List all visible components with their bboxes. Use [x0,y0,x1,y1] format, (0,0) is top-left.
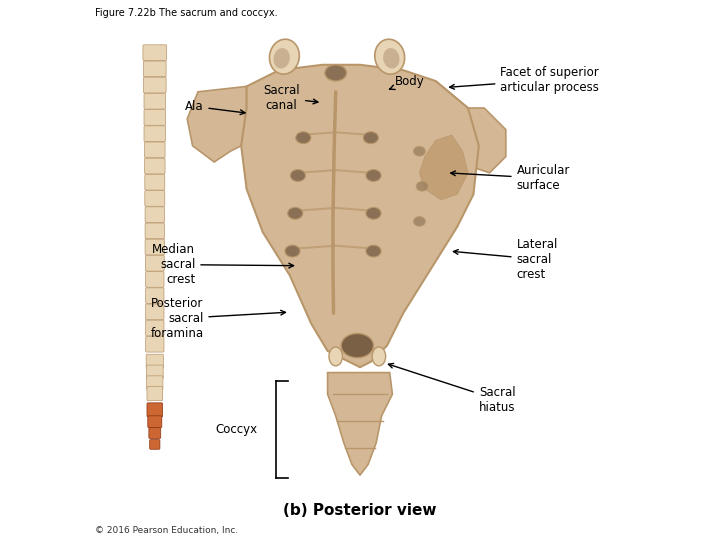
FancyBboxPatch shape [145,272,164,287]
FancyBboxPatch shape [144,126,166,141]
Ellipse shape [269,39,300,74]
Ellipse shape [416,181,428,191]
Text: Auricular
surface: Auricular surface [451,164,570,192]
Text: © 2016 Pearson Education, Inc.: © 2016 Pearson Education, Inc. [95,525,238,535]
FancyBboxPatch shape [146,354,163,368]
Ellipse shape [366,170,381,181]
Polygon shape [241,65,479,367]
Ellipse shape [413,217,426,226]
FancyBboxPatch shape [150,440,160,449]
Ellipse shape [383,48,400,69]
Ellipse shape [375,39,405,74]
Ellipse shape [372,347,386,366]
FancyBboxPatch shape [147,387,163,401]
Text: Sacral
canal: Sacral canal [264,84,318,112]
Polygon shape [187,86,246,162]
Text: Posterior
sacral
foramina: Posterior sacral foramina [150,297,286,340]
FancyBboxPatch shape [145,288,164,303]
Ellipse shape [296,132,311,144]
Text: Lateral
sacral
crest: Lateral sacral crest [454,238,558,281]
FancyBboxPatch shape [145,142,165,158]
Text: Facet of superior
articular process: Facet of superior articular process [450,66,599,94]
Text: Coccyx: Coccyx [215,423,258,436]
Polygon shape [419,135,468,200]
Text: Figure 7.22b The sacrum and coccyx.: Figure 7.22b The sacrum and coccyx. [95,8,278,18]
Ellipse shape [366,207,381,219]
Ellipse shape [325,65,346,81]
Text: Ala: Ala [185,100,245,114]
FancyBboxPatch shape [145,239,165,255]
Ellipse shape [274,48,290,69]
FancyBboxPatch shape [144,110,166,125]
FancyBboxPatch shape [145,320,164,336]
Ellipse shape [290,170,305,181]
FancyBboxPatch shape [143,77,166,93]
Ellipse shape [329,347,343,366]
FancyBboxPatch shape [145,174,165,190]
Text: Body: Body [390,75,425,90]
FancyBboxPatch shape [147,376,163,390]
Text: Sacral
hiatus: Sacral hiatus [388,363,516,414]
Polygon shape [328,373,392,475]
Text: Median
sacral
crest: Median sacral crest [153,243,294,286]
Ellipse shape [413,146,426,156]
FancyBboxPatch shape [148,416,162,428]
Ellipse shape [364,132,379,144]
Text: (b) Posterior view: (b) Posterior view [283,503,437,518]
FancyBboxPatch shape [145,207,165,222]
Ellipse shape [366,245,381,257]
Ellipse shape [341,333,374,357]
FancyBboxPatch shape [144,93,166,109]
FancyBboxPatch shape [143,45,167,60]
FancyBboxPatch shape [145,158,165,174]
FancyBboxPatch shape [146,365,163,379]
Ellipse shape [285,245,300,257]
FancyBboxPatch shape [145,336,164,352]
FancyBboxPatch shape [145,191,165,206]
FancyBboxPatch shape [145,304,164,320]
Ellipse shape [288,207,302,219]
FancyBboxPatch shape [145,255,164,271]
Polygon shape [436,81,505,194]
FancyBboxPatch shape [145,223,165,239]
FancyBboxPatch shape [149,428,161,438]
FancyBboxPatch shape [143,61,166,77]
FancyBboxPatch shape [147,403,163,417]
